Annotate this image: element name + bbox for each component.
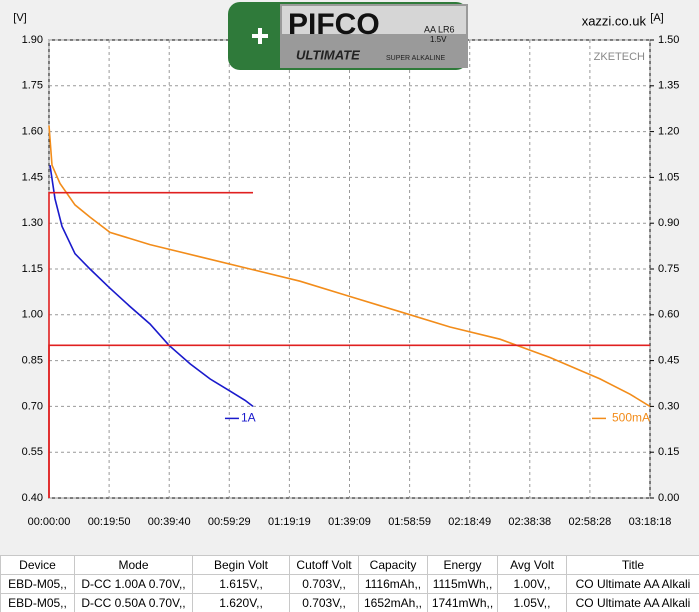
- legend-label: 1A: [241, 411, 256, 425]
- chart: PIFCO AA LR6 1.5V ULTIMATE SUPER ALKALIN…: [13, 2, 679, 528]
- y2-tick-label: 1.20: [658, 126, 679, 138]
- series-line: [49, 165, 254, 408]
- battery-line: ULTIMATE: [296, 47, 360, 62]
- battery-voltage: 1.5V: [430, 35, 447, 44]
- table-cell: 1.00V,,: [497, 574, 567, 594]
- table-cell: D-CC 1.00A 0.70V,,: [74, 574, 193, 594]
- table-cell: 1.615V,,: [192, 574, 290, 594]
- table-cell: EBD-M05,,: [0, 593, 75, 612]
- x-tick-label: 02:38:38: [508, 516, 551, 528]
- column-header: Device: [0, 555, 75, 575]
- x-tick-label: 01:39:09: [328, 516, 371, 528]
- series-line: [48, 125, 651, 408]
- legend-label: 500mA: [612, 411, 650, 425]
- y2-tick-label: 1.05: [658, 171, 679, 183]
- y2-tick-label: 0.45: [658, 355, 679, 367]
- series-line: [48, 344, 650, 498]
- column-header: Begin Volt: [192, 555, 290, 575]
- y-tick-label: 1.30: [22, 217, 43, 229]
- x-tick-label: 02:18:49: [448, 516, 491, 528]
- table-cell: 0.703V,,: [289, 593, 359, 612]
- y-tick-label: 1.00: [22, 309, 43, 321]
- battery-image: PIFCO AA LR6 1.5V ULTIMATE SUPER ALKALIN…: [228, 2, 468, 70]
- y-tick-label: 1.90: [22, 34, 43, 46]
- x-tick-label: 00:39:40: [148, 516, 191, 528]
- y-axis-label: [V]: [13, 12, 26, 24]
- table-cell: 0.703V,,: [289, 574, 359, 594]
- table-cell: 1652mAh,,: [358, 593, 428, 612]
- x-tick-label: 01:19:19: [268, 516, 311, 528]
- plus-sign: [258, 28, 262, 44]
- table-cell: D-CC 0.50A 0.70V,,: [74, 593, 193, 612]
- y-tick-label: 1.75: [22, 80, 43, 92]
- column-header: Energy: [427, 555, 498, 575]
- y2-tick-label: 0.15: [658, 446, 679, 458]
- column-header: Capacity: [358, 555, 428, 575]
- x-tick-label: 00:00:00: [28, 516, 71, 528]
- column-header: Cutoff Volt: [289, 555, 359, 575]
- y-tick-label: 0.40: [22, 492, 43, 504]
- table-cell: 1115mWh,,: [427, 574, 498, 594]
- y-tick-label: 1.45: [22, 171, 43, 183]
- x-tick-label: 00:59:29: [208, 516, 251, 528]
- x-tick-label: 01:58:59: [388, 516, 431, 528]
- y2-tick-label: 0.60: [658, 309, 679, 321]
- battery-size: AA LR6: [424, 24, 455, 34]
- y2-tick-label: 0.00: [658, 492, 679, 504]
- y-tick-label: 0.85: [22, 355, 43, 367]
- column-header: Mode: [74, 555, 193, 575]
- table-cell: EBD-M05,,: [0, 574, 75, 594]
- site: xazzi.co.uk: [582, 13, 647, 28]
- y2-tick-label: 0.90: [658, 217, 679, 229]
- x-tick-label: 02:58:28: [568, 516, 611, 528]
- y-tick-label: 0.70: [22, 400, 43, 412]
- y2-tick-label: 1.50: [658, 34, 679, 46]
- y-tick-label: 0.55: [22, 446, 43, 458]
- x-tick-label: 00:19:50: [88, 516, 131, 528]
- y-tick-label: 1.15: [22, 263, 43, 275]
- results-table: Device Mode Begin Volt Cutoff Volt Capacity E…: [0, 555, 699, 612]
- table-cell: 1741mWh,,: [427, 593, 498, 612]
- y2-tick-label: 0.30: [658, 400, 679, 412]
- battery-label-highlight: [282, 6, 466, 34]
- y2-axis-label: [A]: [650, 12, 663, 24]
- y2-tick-label: 0.75: [658, 263, 679, 275]
- watermark: ZKETECH: [594, 51, 645, 63]
- y-tick-label: 1.60: [22, 126, 43, 138]
- table-cell: CO Ultimate AA Alkali: [566, 593, 699, 612]
- table-row: EBD-M05,, D-CC 0.50A 0.70V,, 1.620V,, 0.703…: [0, 593, 699, 612]
- table-cell: 1.620V,,: [192, 593, 290, 612]
- table-header: Device Mode Begin Volt Cutoff Volt Capacity E…: [0, 555, 699, 575]
- table-cell: 1116mAh,,: [358, 574, 428, 594]
- table-cell: CO Ultimate AA Alkali: [566, 574, 699, 594]
- table-row: EBD-M05,, D-CC 1.00A 0.70V,, 1.615V,, 0.703…: [0, 574, 699, 594]
- x-tick-label: 03:18:18: [629, 516, 672, 528]
- table-cell: 1.05V,,: [497, 593, 567, 612]
- brand: PIFCO: [288, 8, 380, 41]
- column-header: Title: [566, 555, 699, 575]
- column-header: Avg Volt: [497, 555, 567, 575]
- y2-tick-label: 1.35: [658, 80, 679, 92]
- battery-type: SUPER ALKALINE: [386, 55, 445, 62]
